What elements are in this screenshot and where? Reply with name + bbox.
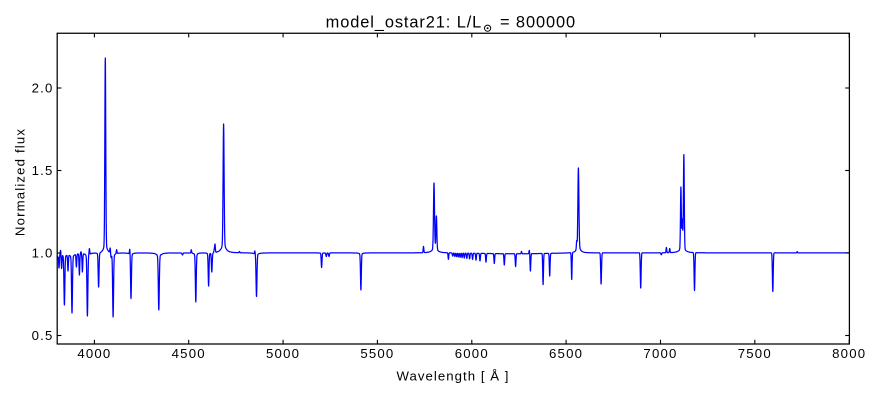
svg-text:5500: 5500	[360, 346, 394, 361]
svg-text:= 800000: = 800000	[500, 14, 576, 32]
svg-text:Normalized flux: Normalized flux	[13, 128, 28, 236]
svg-text:8000: 8000	[832, 346, 866, 361]
svg-text:model_ostar21: L/L: model_ostar21: L/L	[326, 14, 483, 32]
svg-text:6500: 6500	[549, 346, 583, 361]
svg-text:7500: 7500	[738, 346, 772, 361]
svg-text:0.5: 0.5	[32, 328, 54, 343]
svg-text:6000: 6000	[455, 346, 489, 361]
svg-text:Wavelength [ Å ]: Wavelength [ Å ]	[396, 369, 509, 384]
svg-text:1.0: 1.0	[32, 246, 54, 261]
svg-text:5000: 5000	[266, 346, 300, 361]
svg-text:2.0: 2.0	[32, 81, 54, 96]
svg-text:1.5: 1.5	[32, 163, 54, 178]
svg-text:7000: 7000	[643, 346, 677, 361]
svg-text:4500: 4500	[172, 346, 206, 361]
svg-text:4000: 4000	[77, 346, 111, 361]
